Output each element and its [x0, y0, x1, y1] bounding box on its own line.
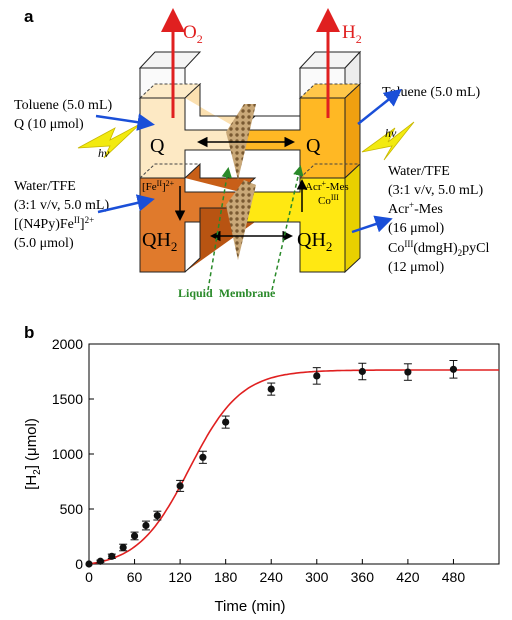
- lower-membrane: [226, 180, 256, 260]
- left-water-pointer: [97, 194, 155, 214]
- x-tick-label: 420: [396, 569, 420, 585]
- liquid-membrane-label: Liquid Membrane: [178, 286, 276, 300]
- hv-left-label: hν: [98, 146, 110, 160]
- qh2-left-label: QH2: [142, 229, 177, 254]
- data-point: [267, 385, 275, 393]
- right-water-pointer: [351, 215, 393, 234]
- left-ratio-text: (3:1 v/v, 5.0 mL): [14, 198, 109, 213]
- data-point: [153, 511, 161, 520]
- right-acr-text: Acr+-Mes: [388, 200, 443, 217]
- data-point: [142, 521, 150, 530]
- y-axis-label: [H2] (μmol): [23, 418, 43, 490]
- right-toluene-text: Toluene (5.0 mL): [382, 85, 480, 100]
- data-point: [130, 532, 139, 540]
- data-point: [176, 482, 184, 490]
- data-point: [108, 552, 116, 560]
- x-axis-label: Time (min): [214, 598, 285, 615]
- left-q-amount-text: Q (10 μmol): [14, 117, 84, 132]
- membrane-pointer: [271, 165, 304, 291]
- x-tick-label: 480: [442, 569, 466, 585]
- data-point: [199, 453, 207, 461]
- right-co-text: CoIII(dmgH)2pyCl: [388, 239, 490, 258]
- y-tick-label: 2000: [52, 336, 83, 352]
- co-label: CoIII: [318, 193, 339, 207]
- panel-b-label: b: [24, 323, 34, 342]
- x-tick-label: 180: [214, 569, 238, 585]
- h2-evolution-chart: 0 500 1000 1500 2000 0 60 120 180 240 300 360 420 48…: [23, 336, 500, 615]
- q-left-label: Q: [150, 135, 165, 157]
- y-axis: 0 500 1000 1500 2000: [52, 336, 94, 572]
- x-tick-label: 300: [305, 569, 329, 585]
- panel-a-label: a: [24, 7, 34, 26]
- data-point: [449, 365, 458, 373]
- y-tick-label: 1500: [52, 391, 83, 407]
- x-tick-label: 360: [351, 569, 375, 585]
- q-right-label: Q: [306, 135, 321, 157]
- left-catalyst-text: [(N4Py)FeII]2+: [14, 215, 94, 232]
- right-acr-amount: (16 μmol): [388, 221, 444, 236]
- data-points: [85, 360, 458, 568]
- data-point: [358, 367, 366, 376]
- light-bolt-right-icon: [361, 121, 415, 161]
- x-tick-label: 0: [85, 569, 93, 585]
- left-toluene-pointer: [95, 113, 155, 131]
- right-co-amount: (12 μmol): [388, 260, 444, 275]
- right-water-text: Water/TFE: [388, 164, 450, 179]
- right-ratio-text: (3:1 v/v, 5.0 mL): [388, 183, 483, 198]
- x-tick-label: 240: [260, 569, 284, 585]
- y-tick-label: 0: [75, 556, 83, 572]
- h2-label: H2: [342, 22, 362, 46]
- left-catalyst-amount: (5.0 μmol): [14, 236, 74, 251]
- x-tick-label: 120: [168, 569, 192, 585]
- y-tick-label: 500: [60, 501, 84, 517]
- liquid-pointer: [207, 167, 232, 291]
- right-toluene-pointer: [357, 88, 402, 125]
- x-axis: 0 60 120 180 240 300 360 420 480: [85, 559, 465, 585]
- data-point: [96, 557, 104, 565]
- hv-right-label: hν: [385, 126, 397, 140]
- left-toluene-text: Toluene (5.0 mL): [14, 98, 112, 113]
- fit-curve: [88, 369, 499, 565]
- data-point: [404, 368, 412, 376]
- qh2-right-label: QH2: [297, 229, 332, 254]
- acr-label: Acr+-Mes: [305, 179, 349, 193]
- fe-label: [FeII]2+: [142, 179, 175, 193]
- left-water-text: Water/TFE: [14, 179, 76, 194]
- data-point: [313, 372, 321, 380]
- x-tick-label: 60: [127, 569, 143, 585]
- right-cell: [239, 50, 362, 274]
- data-point: [119, 543, 127, 552]
- data-point: [222, 418, 230, 426]
- data-point: [85, 560, 93, 568]
- y-tick-label: 1000: [52, 446, 83, 462]
- o2-label: O2: [183, 22, 203, 46]
